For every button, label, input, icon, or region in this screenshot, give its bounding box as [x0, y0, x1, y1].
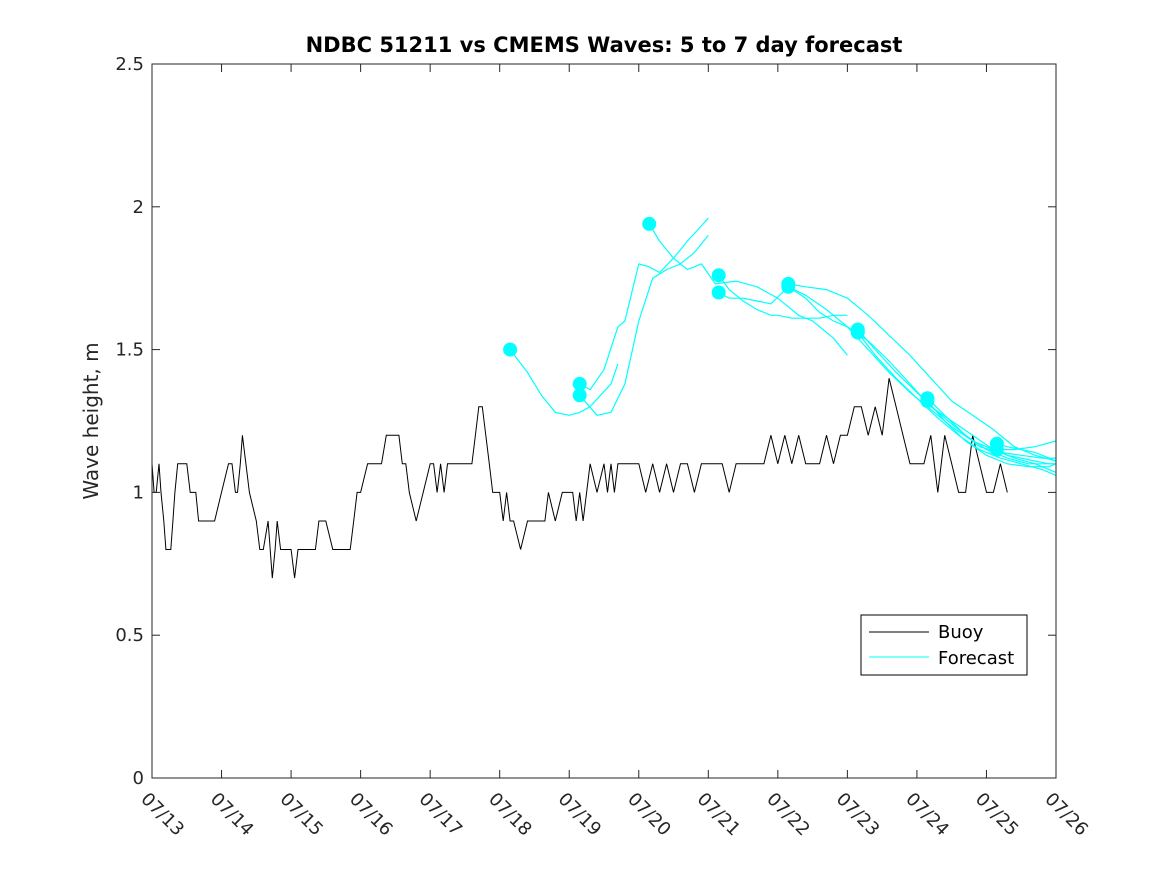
series-forecast-line-2 [579, 217, 709, 391]
forecast-start-marker [989, 442, 1004, 457]
series-forecast-line-12 [926, 400, 1057, 468]
y-tick-label: 0.5 [115, 625, 144, 646]
series-layer [151, 216, 1057, 579]
y-tick-label: 2.5 [115, 54, 144, 75]
forecast-start-marker [711, 268, 726, 283]
legend-label-buoy: Buoy [938, 622, 984, 643]
legend: Buoy Forecast [860, 614, 1028, 676]
series-forecast-line-9 [857, 329, 1056, 459]
y-tick-label: 2 [133, 197, 144, 218]
forecast-start-marker [711, 285, 726, 300]
legend-label-forecast: Forecast [938, 648, 1014, 669]
series-forecast-line-13 [996, 443, 1057, 462]
chart-title: NDBC 51211 vs CMEMS Waves: 5 to 7 day fo… [306, 33, 903, 57]
forecast-start-marker [781, 279, 796, 294]
axes-box [151, 63, 1057, 779]
forecast-start-marker [572, 376, 587, 391]
series-forecast-line-14 [996, 449, 1056, 465]
series-forecast-line-3 [579, 235, 709, 416]
forecast-start-marker [572, 388, 587, 403]
series-buoy-line [151, 378, 1008, 579]
y-tick-label: 1 [133, 482, 144, 503]
forecast-start-marker [642, 216, 657, 231]
forecast-start-marker [503, 342, 518, 357]
y-axis-label: Wave height, m [79, 342, 103, 499]
forecast-start-marker [920, 394, 935, 408]
forecast-start-marker [850, 325, 865, 340]
series-forecast-line-5 [718, 274, 848, 319]
legend-box [860, 614, 1028, 676]
series-forecast-line-1 [509, 349, 619, 416]
y-tick-label: 0 [133, 768, 144, 789]
series-forecast-line-10 [857, 332, 1057, 476]
series-forecast-line-4 [648, 223, 848, 356]
series-forecast-line-7 [788, 283, 1057, 462]
y-tick-label: 1.5 [115, 340, 144, 361]
